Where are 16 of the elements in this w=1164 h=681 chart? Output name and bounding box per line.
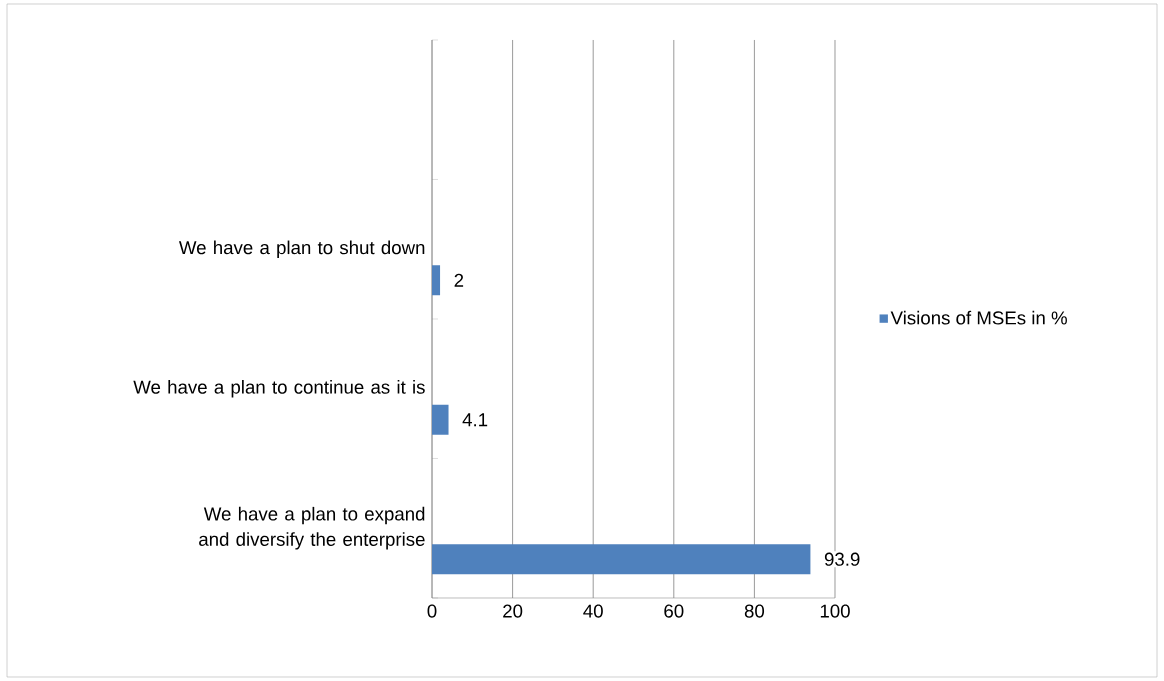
x-tick-label: 80	[744, 604, 765, 618]
x-tick-label: 20	[503, 604, 523, 618]
x-tick-label: 100	[820, 604, 850, 618]
x-tick-label: 0	[427, 604, 437, 618]
y-tick-label: We have a plan to expand and diversify the enterprise	[199, 506, 425, 550]
data-label: 4.1	[462, 413, 488, 427]
x-tick-label: 60	[664, 604, 684, 618]
legend-label: Visions of MSEs in %	[890, 310, 1067, 325]
data-label: 2	[454, 273, 464, 287]
y-tick-label: We have a plan to continue as it is	[133, 380, 425, 398]
x-tick-label: 40	[583, 604, 603, 618]
bar	[432, 265, 441, 296]
data-label: 93.9	[824, 552, 860, 566]
bar	[432, 404, 449, 435]
y-tick-label: We have a plan to shut down	[178, 240, 425, 258]
bar	[432, 544, 811, 575]
